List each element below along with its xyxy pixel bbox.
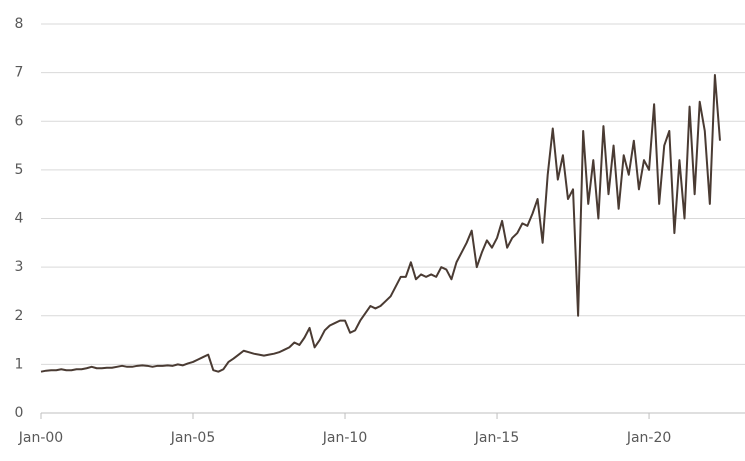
- y-tick-label: 6: [15, 113, 24, 129]
- data-line: [40, 74, 721, 373]
- y-tick-label: 2: [15, 308, 24, 324]
- x-tick-label: Jan-10: [322, 430, 367, 446]
- x-tick-label: Jan-00: [18, 430, 63, 446]
- y-tick-label: 5: [15, 162, 24, 178]
- y-tick-label: 8: [15, 16, 24, 32]
- x-tick-label: Jan-15: [474, 430, 519, 446]
- x-tick-label: Jan-20: [626, 430, 671, 446]
- y-tick-label: 7: [15, 65, 24, 81]
- x-tick-label: Jan-05: [170, 430, 215, 446]
- y-tick-label: 0: [15, 405, 24, 421]
- y-tick-label: 4: [15, 211, 24, 227]
- y-tick-label: 1: [15, 356, 24, 372]
- y-tick-label: 3: [15, 259, 24, 275]
